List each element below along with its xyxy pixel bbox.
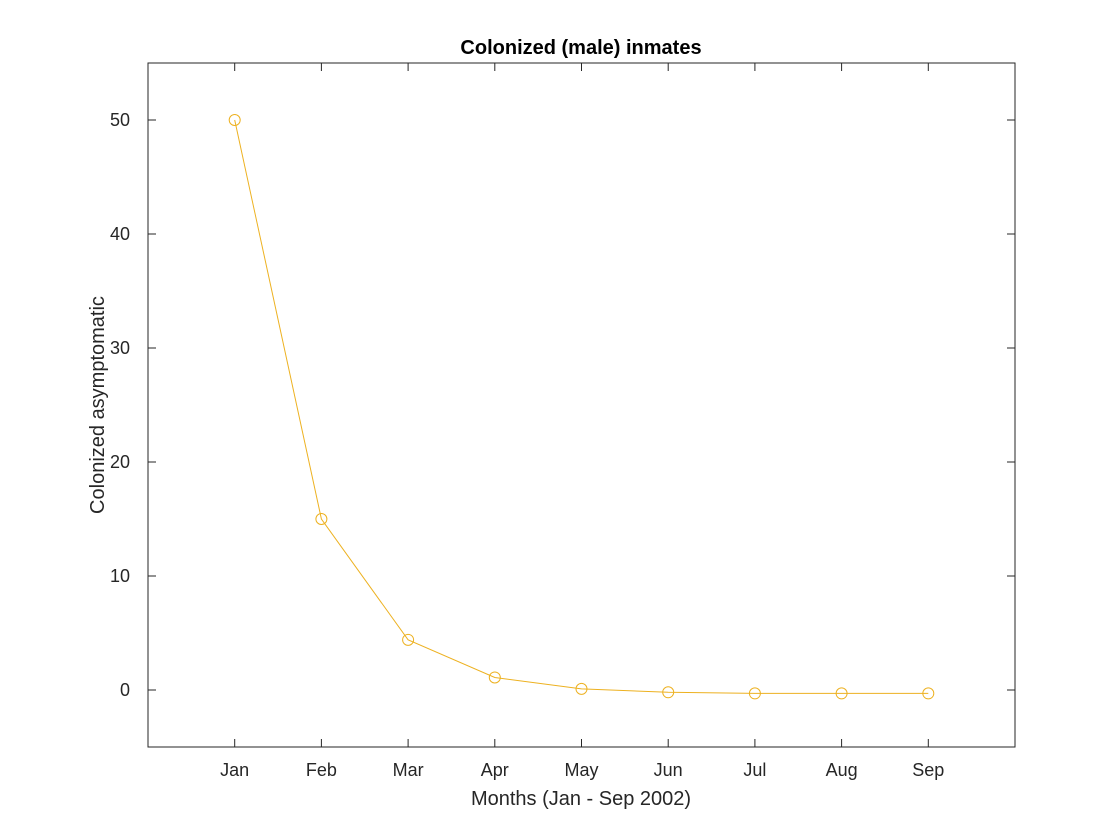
data-point-jan xyxy=(228,114,241,126)
x-tick-label: Mar xyxy=(393,760,424,780)
x-tick-label: Apr xyxy=(481,760,509,780)
y-tick-label: 10 xyxy=(110,566,130,586)
x-tick-label: Jun xyxy=(654,760,683,780)
y-tick-label: 20 xyxy=(110,452,130,472)
series-line-0 xyxy=(234,119,929,694)
data-point-mar xyxy=(402,633,415,646)
x-tick-label: Jan xyxy=(220,760,249,780)
plot-area xyxy=(148,63,1015,747)
y-tick-label: 40 xyxy=(110,224,130,244)
x-tick-label: Sep xyxy=(912,760,944,780)
x-tick-label: Aug xyxy=(826,760,858,780)
tick-marks xyxy=(148,63,1015,747)
y-tick-label: 50 xyxy=(110,110,130,130)
tick-labels: Jan Feb Mar Apr May Jun Jul Aug Sep 0 10 20 30 40 50 xyxy=(110,110,944,780)
data-point-aug xyxy=(835,687,848,700)
data-point-apr xyxy=(488,671,501,684)
axes-box xyxy=(147,62,1016,748)
y-tick-label: 30 xyxy=(110,338,130,358)
data-point-jul xyxy=(748,687,761,700)
data-point-may xyxy=(575,682,588,695)
x-tick-label: May xyxy=(564,760,598,780)
data-point-feb xyxy=(315,513,328,525)
data-point-sep xyxy=(922,687,935,700)
x-axis-label: Months (Jan - Sep 2002) xyxy=(471,788,691,810)
x-tick-label: Feb xyxy=(306,760,337,780)
y-axis-label: Colonized asymptomatic xyxy=(87,296,109,514)
data-point-jun xyxy=(662,686,675,699)
y-tick-label: 0 xyxy=(120,680,130,700)
chart-title: Colonized (male) inmates xyxy=(460,37,701,59)
series-layer xyxy=(228,114,935,700)
x-tick-label: Jul xyxy=(743,760,766,780)
